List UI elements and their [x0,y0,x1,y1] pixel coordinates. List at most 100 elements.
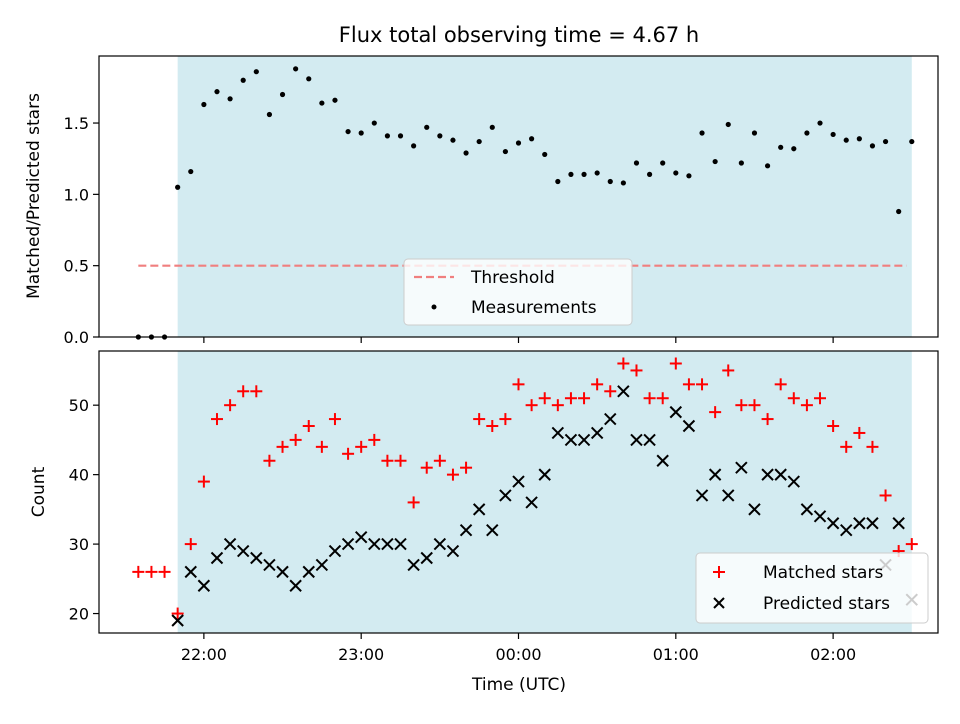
matched-point [381,454,394,467]
matched-point [355,440,368,453]
x-tick-label: 02:00 [810,645,856,664]
matched-point [394,454,407,467]
matched-legend-label: Matched stars [763,563,883,583]
measurement-point [909,138,915,145]
predicted-point [564,433,578,447]
matched-point [263,454,276,467]
count-legend-box [695,552,929,624]
predicted-point [354,530,368,544]
count-y-tick-label: 50 [69,396,89,415]
measurement-point [738,160,744,166]
predicted-legend-marker [713,597,725,609]
measurement-point [450,137,456,143]
predicted-point [617,385,630,398]
predicted-point [656,454,669,467]
predicted-point [735,461,748,474]
measurement-point [384,133,391,139]
matched-point [761,413,774,426]
matched-point [604,385,617,398]
matched-point [709,406,722,419]
measurement-point [751,130,758,136]
threshold-legend-label: Threshold [470,268,555,288]
measurement-point [293,66,299,72]
predicted-point [250,551,263,565]
matched-point [512,378,525,391]
measurement-point [529,136,535,142]
measurement-point [646,171,653,177]
count-panel-frame [98,350,939,634]
predicted-point [184,565,197,579]
matched-point [210,413,223,426]
count-y-ticks: 20 30 40 50 [69,396,99,624]
measurement-point [843,137,849,143]
measurement-point [253,69,259,75]
measurement-points [135,66,915,340]
measurement-point [607,178,613,185]
matched-point [696,378,709,391]
predicted-point [826,517,840,530]
measurement-point [804,130,810,136]
measurement-point [830,131,836,138]
matched-point [328,413,341,426]
predicted-point [643,433,656,447]
matched-point [800,399,813,412]
measurement-point [411,143,417,149]
measurement-point [686,173,692,179]
predicted-point [892,517,905,530]
predicted-point [577,433,591,447]
measurement-point [332,97,338,103]
matched-point [499,413,512,426]
predicted-point [381,537,394,551]
matched-point [433,454,446,467]
measurement-point [725,121,731,128]
matched-point [682,378,695,391]
measurement-point [201,101,207,108]
predicted-point [328,544,342,558]
matched-point [132,565,145,578]
matched-point [853,426,866,439]
ratio-y-ticks: 0.0 0.5 1.0 1.5 [64,114,99,347]
matched-point [669,357,682,370]
matched-point [302,420,315,433]
predicted-point [486,523,499,537]
predicted-point [604,412,617,426]
matched-point [617,357,630,370]
predicted-point [302,565,315,579]
predicted-point [630,433,643,447]
count-x-ticks: 22:00 23:00 00:00 01:00 02:00 [181,633,856,664]
predicted-point [341,537,355,551]
measurement-point [489,124,495,130]
measurement-point [581,171,587,177]
matched-point [643,392,656,405]
ratio-panel-frame [98,55,939,338]
predicted-point [368,537,381,551]
matched-point [879,489,892,502]
predicted-point [538,468,551,481]
chart-title: Flux total observing time = 4.67 h [339,23,699,47]
measurement-point [712,158,718,165]
x-tick-label: 22:00 [181,645,227,664]
matched-point [276,440,289,453]
measurement-point [175,184,181,190]
x-tick-label: 23:00 [338,645,384,664]
measurement-point [188,168,194,175]
measurement-point [882,138,889,145]
matched-point [564,392,577,405]
matched-point [145,565,158,578]
measurement-point [437,133,443,139]
predicted-point [394,537,407,551]
x-tick-label: 00:00 [495,645,541,664]
ratio-y-tick-label: 0.0 [64,328,89,347]
count-panel: 20 30 40 50 22:00 23:00 00:00 01:00 02:00 Count… [29,350,939,695]
predicted-point [459,523,473,537]
predicted-point [171,614,184,627]
measurement-point [673,170,679,176]
predicted-point [289,579,302,592]
matched-point [237,385,250,398]
measurement-point [764,163,771,169]
matched-point [735,399,748,412]
measurements-legend-marker [431,304,437,310]
predicted-point [263,558,276,572]
predicted-point [853,517,866,530]
measurement-point [319,100,325,106]
